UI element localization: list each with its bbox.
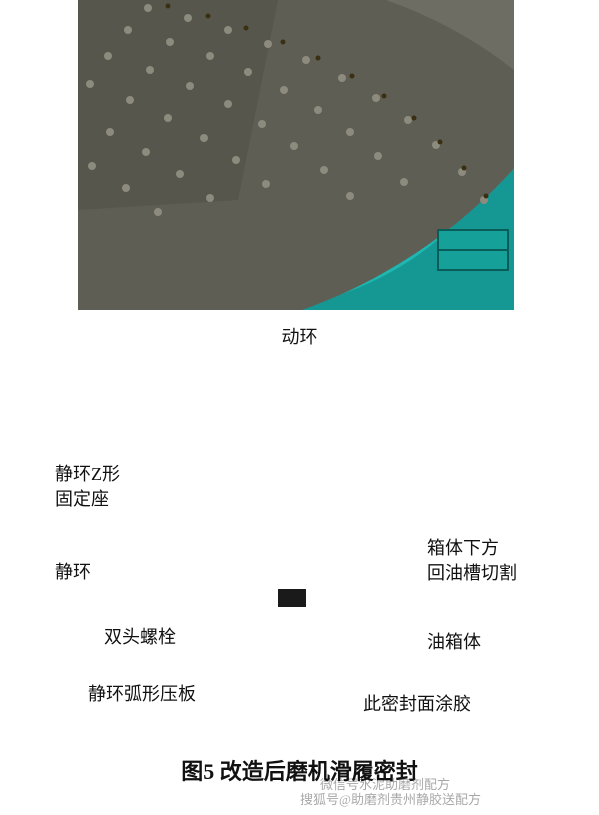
figure-title: 图5 改造后磨机滑履密封 — [0, 754, 599, 786]
label-glue-face: 此密封面涂胶 — [363, 692, 471, 717]
watermark-2: 微信号水泥助磨剂配方 — [320, 774, 450, 793]
label-z-seat: 静环Z形固定座 — [55, 462, 120, 512]
label-arc-plate: 静环弧形压板 — [88, 682, 196, 707]
center-marker — [278, 589, 306, 607]
photo-caption: 动环 — [0, 323, 599, 349]
label-oil-slot: 箱体下方回油槽切割 — [427, 536, 517, 586]
mill-photo-svg — [78, 0, 514, 310]
label-oil-tank: 油箱体 — [427, 630, 481, 655]
mill-photo — [78, 0, 514, 310]
label-double-bolt: 双头螺栓 — [104, 625, 176, 650]
label-static-ring: 静环 — [55, 560, 91, 585]
